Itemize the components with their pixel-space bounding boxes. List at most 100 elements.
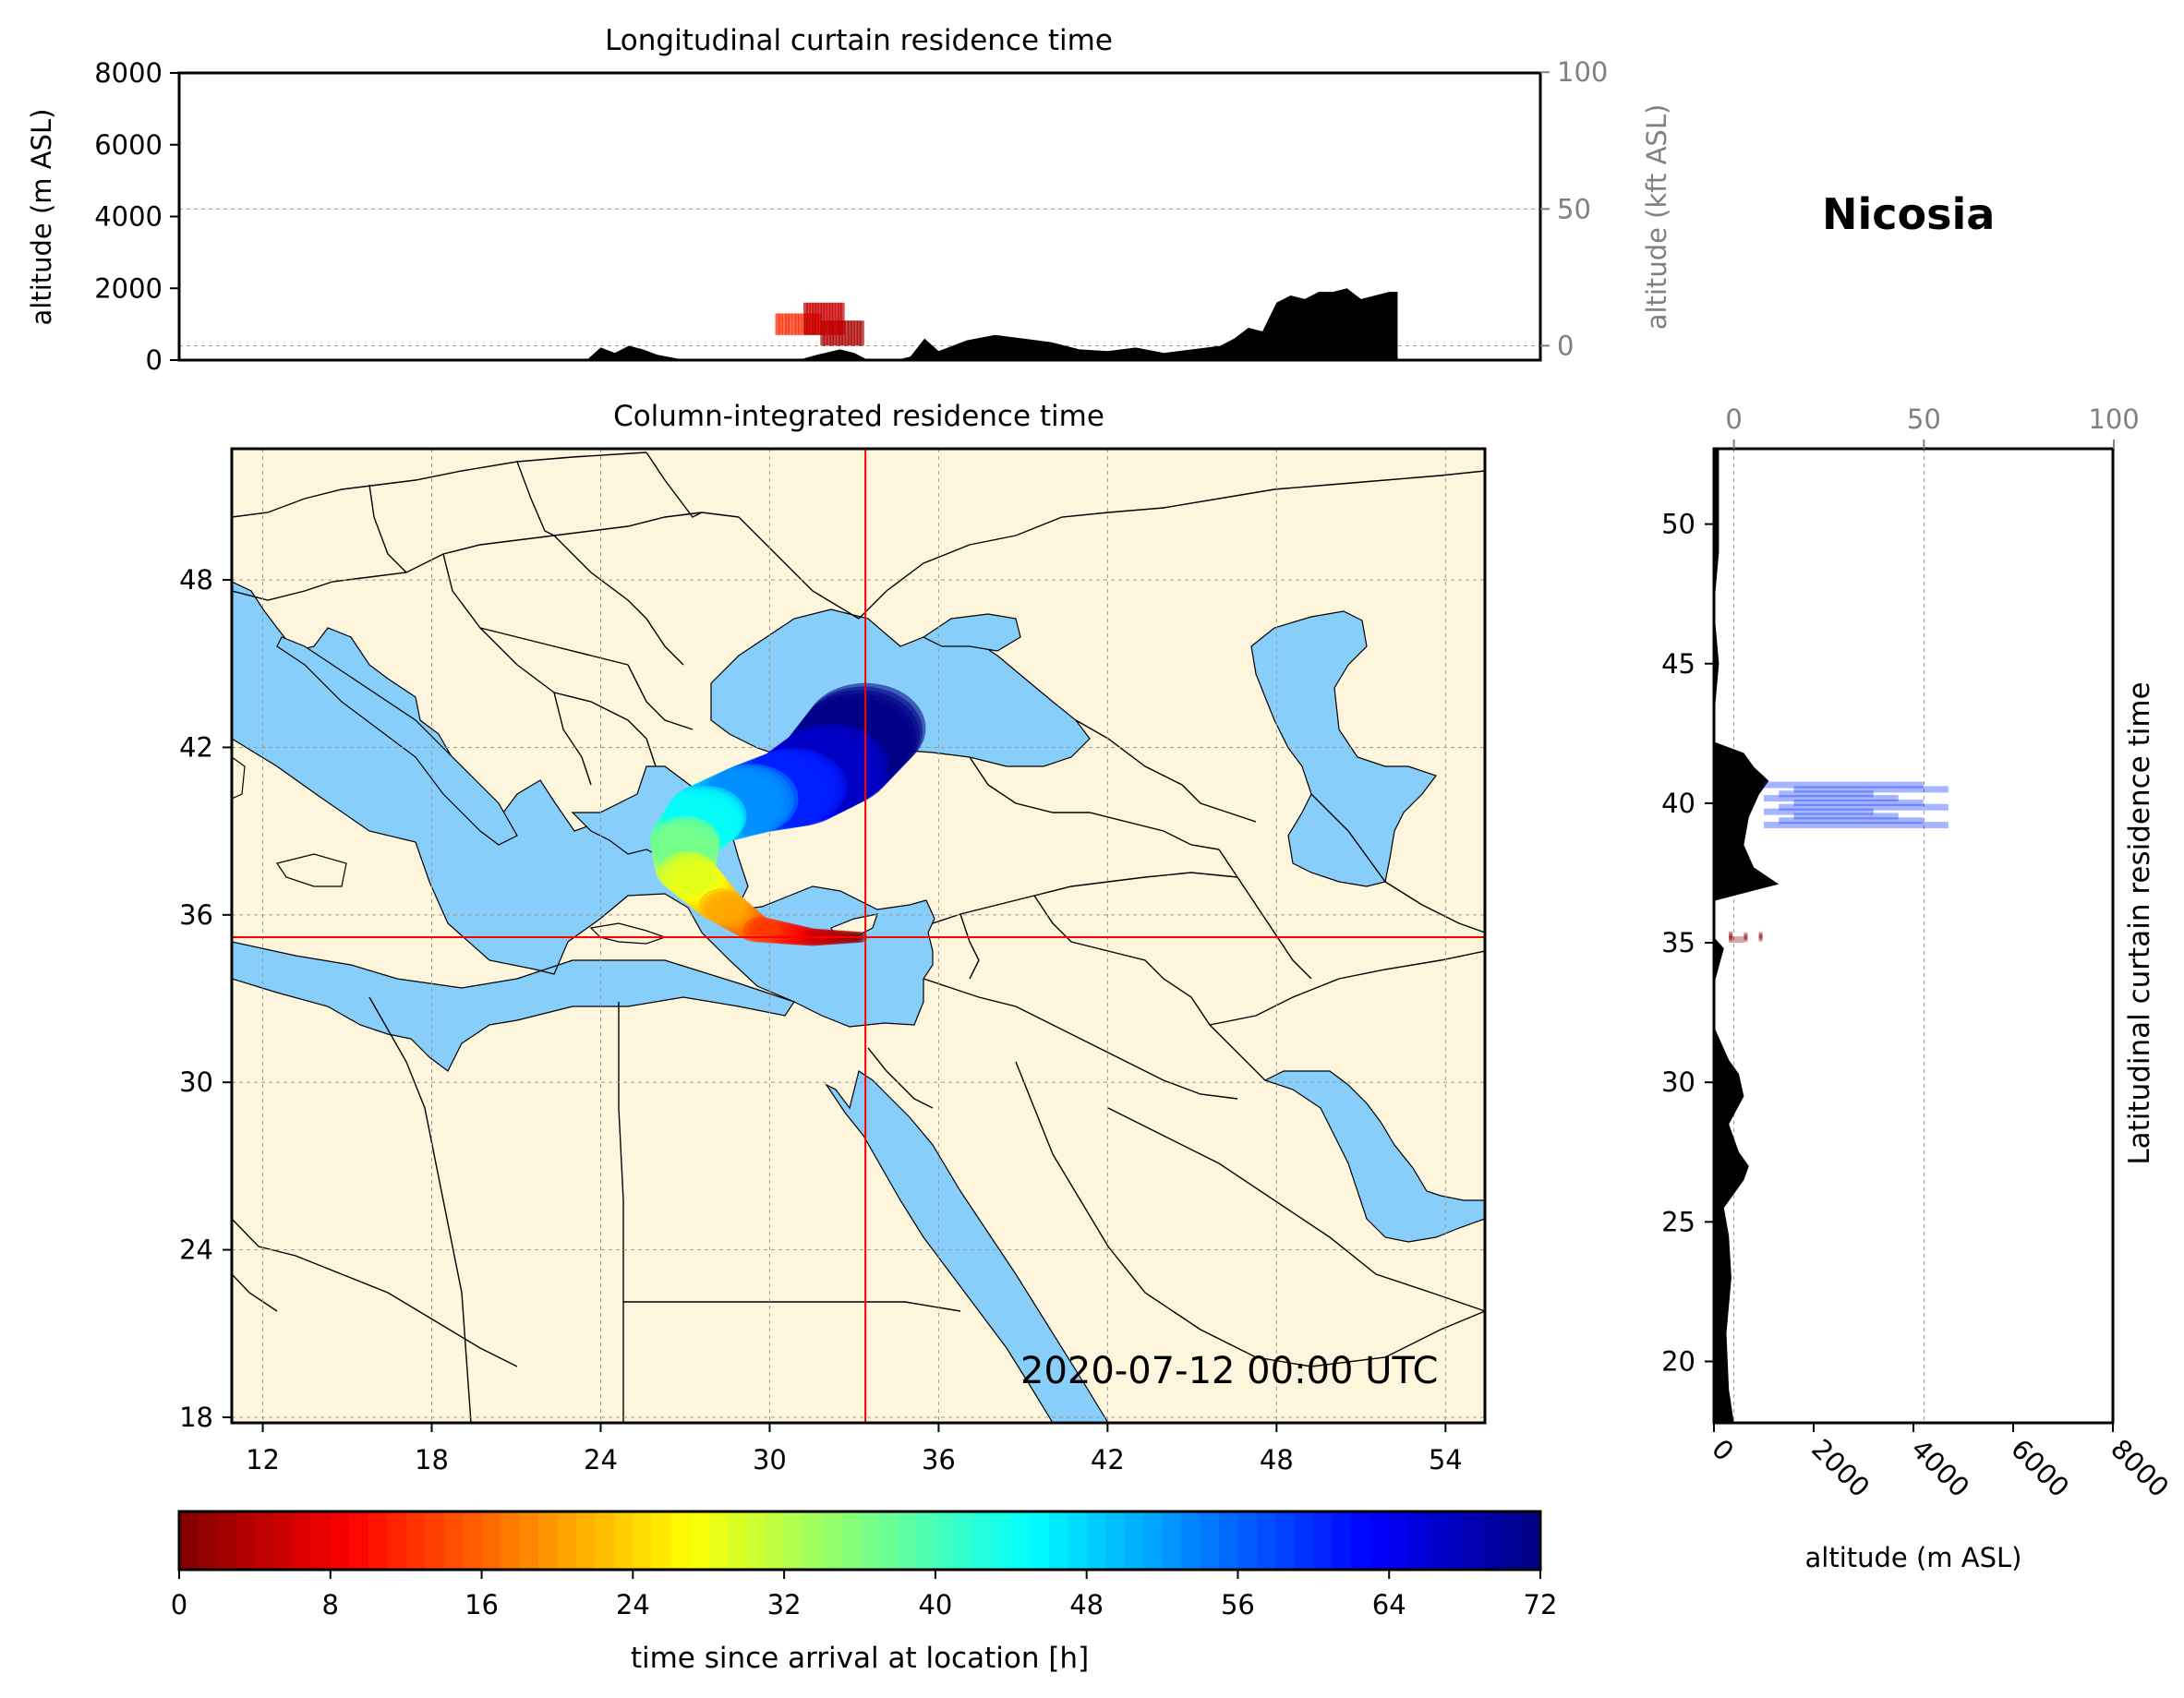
colorbar-cells: [179, 1511, 1541, 1570]
colorbar-cell: [1465, 1511, 1485, 1570]
colorbar-cell: [689, 1511, 710, 1570]
side-y-tick-label: 30: [1661, 1066, 1695, 1098]
top-trajectory-mark: [775, 313, 780, 335]
colorbar-cell: [198, 1511, 218, 1570]
colorbar-cell: [557, 1511, 577, 1570]
map-frame: [230, 447, 1487, 1425]
side-panel-y-ticks: 20 25 30 35 40 45 50: [1661, 509, 1714, 1377]
map-y-tick-label: 36: [179, 899, 213, 931]
arrival-crosshair: [232, 449, 1485, 1423]
trajectory-blob: [698, 888, 745, 923]
top-y-tick-label: 4000: [94, 201, 163, 233]
side-trajectory-mark: [1744, 932, 1748, 939]
colorbar-frame: [177, 1510, 1542, 1572]
top-trajectory-mark: [794, 313, 800, 335]
side-trajectory-mark: [1729, 936, 1744, 944]
colorbar-cell: [595, 1511, 615, 1570]
island-sardinia: [232, 756, 246, 800]
colorbar-cell: [613, 1511, 634, 1570]
colorbar-cell: [802, 1511, 823, 1570]
top-trajectory-mark: [839, 302, 845, 335]
colorbar-ticks: 0 8 16 24 32 40 48 56 64 72: [171, 1570, 1557, 1620]
colorbar-cell: [1370, 1511, 1391, 1570]
side-x-tick-label: 6000: [2005, 1433, 2075, 1503]
top-trajectory-mark: [820, 302, 826, 335]
colorbar-cell: [1237, 1511, 1258, 1570]
top-trajectory-mark: [853, 320, 859, 346]
colorbar-cell: [292, 1511, 313, 1570]
colorbar-cell: [822, 1511, 842, 1570]
side-trajectory-mark: [1793, 799, 1924, 806]
map-x-tick-label: 18: [415, 1444, 449, 1475]
top-right-tick-label: 100: [1557, 56, 1608, 88]
top-trajectory-mark: [778, 313, 784, 335]
colorbar-tick-label: 40: [918, 1589, 952, 1620]
colorbar-cell: [1502, 1511, 1523, 1570]
map-x-tick-label: 24: [584, 1444, 618, 1475]
colorbar-cell: [1048, 1511, 1068, 1570]
side-trajectory-mark: [1764, 808, 1874, 815]
side-panel-grid: [1733, 449, 2115, 1423]
map-y-ticks: 18 24 30 36 42 48: [179, 564, 232, 1433]
colorbar-cell: [1351, 1511, 1371, 1570]
colorbar-label: time since arrival at location [h]: [631, 1642, 1089, 1675]
colorbar-cell: [501, 1511, 521, 1570]
side-trajectory-mark: [1729, 931, 1733, 938]
side-terrain-profile: [1714, 449, 1780, 1423]
side-y-tick-label: 20: [1661, 1345, 1695, 1377]
side-trajectory-mark: [1744, 933, 1748, 941]
side-trajectory-mark: [1779, 803, 1949, 811]
top-trajectory-mark: [809, 302, 814, 335]
colorbar-cell: [708, 1511, 729, 1570]
colorbar-tick-label: 32: [767, 1589, 802, 1620]
side-trajectory-mark: [1758, 932, 1763, 939]
top-trajectory-mark: [856, 320, 862, 346]
mediterranean-sea: [232, 581, 935, 1072]
colorbar-cell: [1445, 1511, 1466, 1570]
map-borders: [232, 452, 1485, 1423]
side-trajectory-mark: [1758, 933, 1763, 941]
colorbar-cell: [537, 1511, 559, 1570]
colorbar-cell: [1068, 1511, 1088, 1570]
colorbar-cell: [840, 1511, 861, 1570]
side-top-tick-label: 100: [2088, 403, 2139, 435]
persian-gulf: [1263, 1070, 1485, 1243]
side-x-tick-label: 4000: [1905, 1433, 1975, 1503]
side-panel-frame: [1712, 447, 2115, 1425]
colorbar-cell: [254, 1511, 275, 1570]
top-panel-right-ticks: 0 50 100: [1540, 56, 1608, 361]
colorbar-cell: [1332, 1511, 1353, 1570]
colorbar-cell: [1124, 1511, 1144, 1570]
trajectory-blob: [658, 850, 718, 896]
colorbar-cell: [311, 1511, 332, 1570]
side-top-tick-label: 0: [1725, 403, 1742, 435]
colorbar-cell: [1010, 1511, 1032, 1570]
top-y-tick-label: 2000: [94, 272, 163, 304]
side-y-tick-label: 25: [1661, 1206, 1695, 1237]
map-gridlines: [232, 449, 1485, 1423]
colorbar-cell: [972, 1511, 994, 1570]
colorbar-tick-label: 24: [616, 1589, 650, 1620]
colorbar-cell: [519, 1511, 539, 1570]
colorbar-cell: [1105, 1511, 1126, 1570]
colorbar-cell: [935, 1511, 956, 1570]
station-title: Nicosia: [1822, 189, 1996, 239]
colorbar-cell: [575, 1511, 597, 1570]
colorbar-cell: [368, 1511, 388, 1570]
map-x-tick-label: 42: [1091, 1444, 1125, 1475]
top-panel-ylabel: altitude (m ASL): [26, 109, 57, 326]
colorbar-cell: [330, 1511, 351, 1570]
map-y-tick-label: 18: [179, 1402, 213, 1433]
colorbar-cell: [1162, 1511, 1182, 1570]
top-trajectory-points: [775, 302, 864, 346]
side-panel-ylabel-right: Latitudinal curtain residence time: [2123, 681, 2156, 1164]
top-y-tick-label: 0: [146, 344, 163, 376]
side-y-tick-label: 50: [1661, 509, 1695, 540]
colorbar-cell: [633, 1511, 653, 1570]
top-trajectory-mark: [797, 313, 802, 335]
side-trajectory-points: [1729, 781, 1949, 944]
colorbar-cell: [349, 1511, 369, 1570]
top-panel-y-ticks: 0 2000 4000 6000 8000: [94, 57, 179, 376]
colorbar-cell: [1143, 1511, 1164, 1570]
